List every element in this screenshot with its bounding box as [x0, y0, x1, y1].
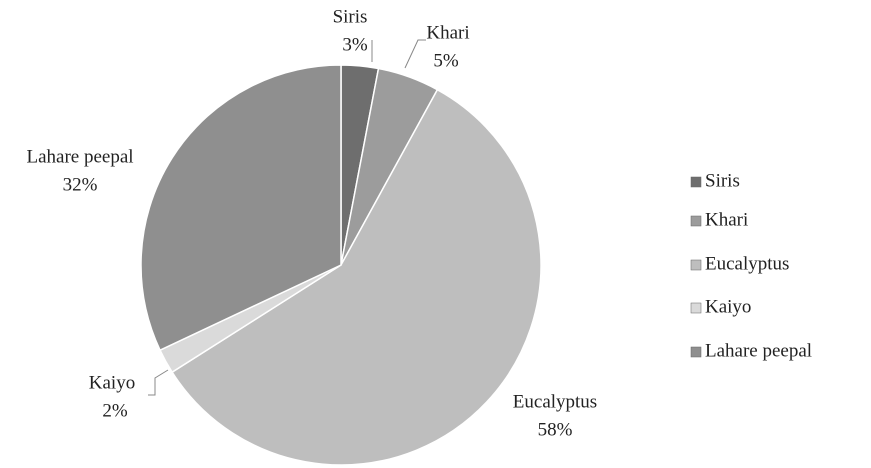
- slice-value-label: 32%: [63, 174, 98, 195]
- slice-value-label: 3%: [342, 34, 368, 55]
- pie-slice: [140, 64, 342, 352]
- slice-label: Kaiyo: [89, 372, 135, 393]
- legend-label: Kaiyo: [705, 296, 751, 317]
- legend-marker: [690, 302, 702, 314]
- legend-marker: [690, 215, 702, 227]
- leader-line: [404, 39, 426, 69]
- slice-label: Lahare peepal: [26, 146, 133, 167]
- slice-label: Khari: [426, 22, 469, 43]
- legend-marker: [690, 346, 702, 358]
- legend-label: Siris: [705, 170, 740, 191]
- slice-label: Siris: [333, 6, 368, 27]
- leader-line: [148, 369, 169, 396]
- legend-label: Lahare peepal: [705, 340, 812, 361]
- slice-value-label: 58%: [538, 419, 573, 440]
- legend-marker: [690, 259, 702, 271]
- legend-label: Eucalyptus: [705, 253, 789, 274]
- slice-value-label: 2%: [102, 400, 128, 421]
- legend-marker: [690, 176, 702, 188]
- pie-slice: [171, 88, 542, 466]
- slice-label: Eucalyptus: [513, 391, 597, 412]
- slice-value-label: 5%: [433, 50, 459, 71]
- legend-label: Khari: [705, 209, 748, 230]
